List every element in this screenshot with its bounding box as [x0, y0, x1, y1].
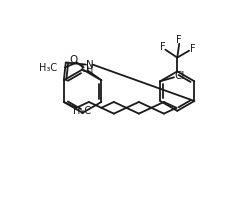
Text: O: O: [80, 64, 89, 74]
Text: O: O: [69, 55, 78, 64]
Text: F: F: [190, 44, 196, 54]
Text: H: H: [86, 65, 93, 75]
Text: Cl: Cl: [175, 71, 185, 81]
Text: F: F: [160, 42, 165, 52]
Text: F: F: [176, 35, 182, 45]
Text: N: N: [86, 60, 93, 70]
Text: H₃C: H₃C: [73, 106, 91, 116]
Text: H₃C: H₃C: [39, 63, 57, 73]
